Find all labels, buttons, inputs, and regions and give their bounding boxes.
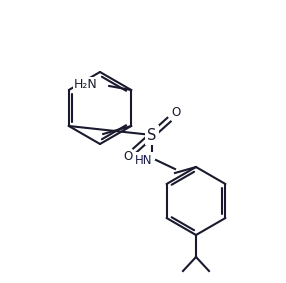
Text: HN: HN — [135, 153, 153, 166]
Text: O: O — [171, 106, 181, 119]
Text: S: S — [147, 128, 157, 143]
Text: O: O — [123, 151, 133, 164]
Text: H₂N: H₂N — [74, 78, 97, 91]
